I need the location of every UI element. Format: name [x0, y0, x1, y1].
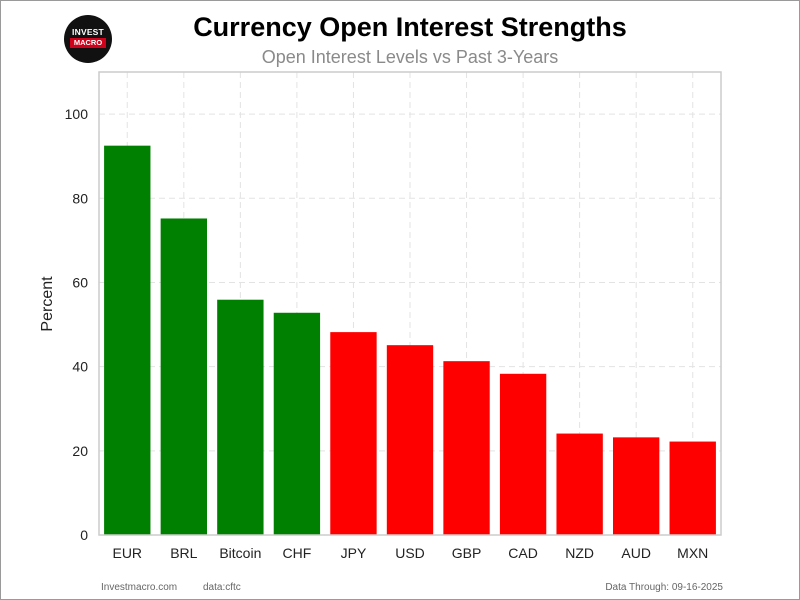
x-tick-label: AUD: [621, 545, 651, 561]
y-tick-label: 40: [72, 359, 88, 375]
y-tick-label: 60: [72, 274, 88, 290]
x-tick-label: GBP: [452, 545, 482, 561]
x-tick-label: NZD: [565, 545, 594, 561]
x-tick-label: Bitcoin: [219, 545, 261, 561]
x-tick-label: JPY: [341, 545, 367, 561]
x-tick-label: BRL: [170, 545, 197, 561]
x-tick-label: EUR: [112, 545, 142, 561]
bar-aud: [612, 437, 660, 535]
x-tick-label: USD: [395, 545, 425, 561]
y-tick-label: 80: [72, 190, 88, 206]
y-tick-labels: 0 20 40 60 80 100: [65, 106, 89, 543]
bar-cad: [499, 373, 547, 535]
y-tick-label: 100: [65, 106, 89, 122]
bar-jpy: [330, 332, 377, 535]
x-tick-labels: EUR BRL Bitcoin CHF JPY USD GBP CAD NZD AUD MXN: [112, 545, 708, 561]
bar-mxn: [669, 441, 716, 535]
y-tick-label: 20: [72, 443, 88, 459]
y-tick-label: 0: [80, 527, 88, 543]
bar-chf: [273, 312, 321, 535]
bar-nzd: [556, 433, 603, 535]
bar-bitcoin: [217, 299, 264, 535]
bar-usd: [386, 345, 434, 535]
y-axis-label: Percent: [39, 276, 56, 332]
investmacro-logo: INVEST MACRO: [64, 15, 112, 63]
bar-eur: [104, 145, 151, 535]
x-tick-label: CAD: [508, 545, 538, 561]
logo-line-macro: MACRO: [70, 38, 106, 48]
footer-date: Data Through: 09-16-2025: [605, 582, 723, 593]
bar-gbp: [443, 361, 490, 535]
footer-site: Investmacro.com: [101, 582, 178, 593]
x-tick-label: CHF: [283, 545, 312, 561]
logo-line-invest: INVEST: [72, 27, 104, 37]
footer-source: data:cftc: [203, 582, 241, 593]
chart-subtitle: Open Interest Levels vs Past 3-Years: [261, 47, 559, 67]
plot-border: [98, 71, 722, 536]
x-tick-label: MXN: [677, 545, 708, 561]
chart-title: Currency Open Interest Strengths: [193, 12, 627, 42]
bar-brl: [160, 218, 208, 535]
bars: [104, 145, 716, 535]
